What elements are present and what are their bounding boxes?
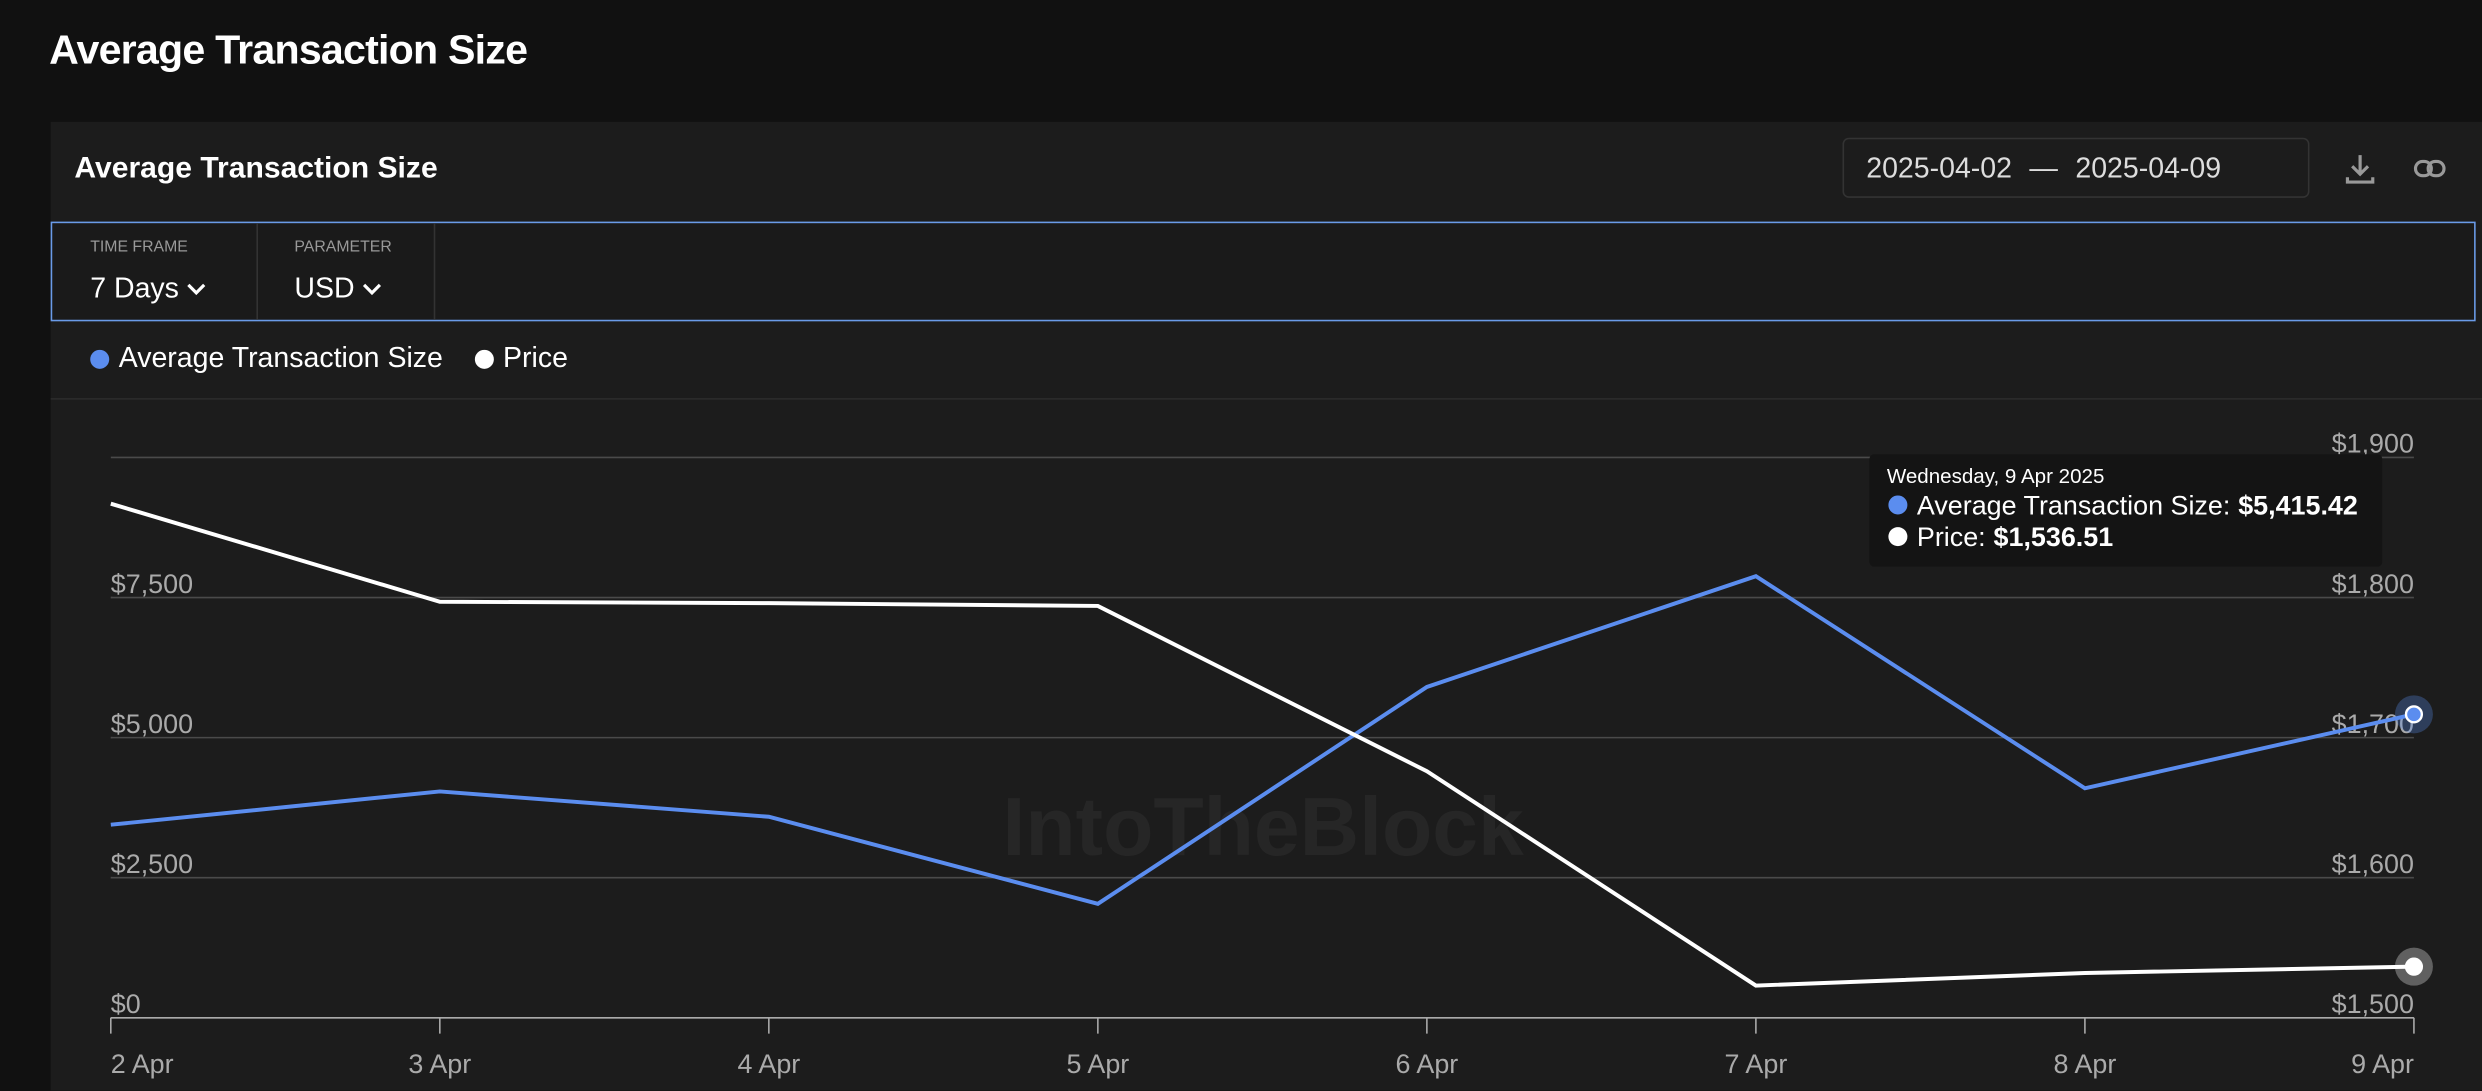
tooltip-label: Average Transaction Size: bbox=[1917, 490, 2230, 520]
tooltip-title: Wednesday, 9 Apr 2025 bbox=[1887, 465, 2105, 488]
date-separator: — bbox=[2029, 151, 2058, 184]
date-end: 2025-04-09 bbox=[2075, 151, 2222, 184]
y2-tick-label: $1,600 bbox=[2332, 849, 2414, 879]
filter-label: PARAMETER bbox=[294, 239, 392, 257]
y-tick-label: $7,500 bbox=[111, 569, 193, 599]
page-title: Average Transaction Size bbox=[49, 25, 528, 73]
legend-item[interactable]: Price bbox=[474, 341, 568, 375]
x-tick-label: 8 Apr bbox=[2054, 1049, 2117, 1079]
y2-tick-label: $1,900 bbox=[2332, 429, 2414, 459]
x-tick-label: 4 Apr bbox=[737, 1049, 800, 1079]
legend-dot bbox=[90, 349, 110, 369]
card-title: Average Transaction Size bbox=[74, 151, 438, 186]
x-tick-label: 7 Apr bbox=[1724, 1049, 1787, 1079]
x-tick-label: 9 Apr bbox=[2351, 1049, 2414, 1079]
legend: Average Transaction Size Price bbox=[90, 342, 568, 375]
filter[interactable]: TIME FRAME 7 Days bbox=[52, 223, 259, 320]
x-tick-label: 3 Apr bbox=[408, 1049, 471, 1079]
filter-value-text: 7 Days bbox=[90, 272, 179, 304]
legend-label: Price bbox=[503, 341, 568, 374]
legend-dot bbox=[474, 349, 494, 369]
hover-point bbox=[2404, 957, 2424, 976]
y-tick-label: $5,000 bbox=[111, 709, 193, 739]
legend-label: Average Transaction Size bbox=[118, 341, 443, 374]
date-range[interactable]: 2025-04-02 — 2025-04-09 bbox=[1842, 137, 2310, 198]
series-line bbox=[110, 574, 2415, 906]
tooltip-entry: Average Transaction Size: $5,415.42 bbox=[1917, 490, 2358, 520]
tooltip-box bbox=[1869, 454, 2383, 567]
filter[interactable]: PARAMETER USD bbox=[256, 223, 436, 320]
tooltip-value: $5,415.42 bbox=[2238, 490, 2358, 520]
tooltip-dot bbox=[1888, 495, 1908, 515]
hover-point bbox=[2404, 705, 2424, 724]
filter-bar: TIME FRAME 7 Days PARAMETER USD bbox=[50, 221, 2476, 322]
tooltip-value: $1,536.51 bbox=[1994, 522, 2114, 552]
y2-tick-label: $1,800 bbox=[2332, 569, 2414, 599]
chevron bbox=[187, 283, 206, 296]
x-tick-label: 5 Apr bbox=[1066, 1049, 1129, 1079]
tooltip-dot bbox=[1888, 527, 1908, 547]
filter-value: 7 Days bbox=[90, 272, 206, 305]
download-icon[interactable] bbox=[2345, 155, 2375, 184]
y-tick-label: $2,500 bbox=[111, 849, 193, 879]
icons bbox=[2345, 155, 2446, 184]
series-line bbox=[110, 501, 2414, 988]
filter-value-text: USD bbox=[294, 272, 355, 304]
x-tick-label: 6 Apr bbox=[1395, 1049, 1458, 1079]
date-start: 2025-04-02 bbox=[1866, 151, 2012, 184]
y-tick-label: $0 bbox=[111, 989, 141, 1019]
tooltip-entry: Price: $1,536.51 bbox=[1917, 522, 2113, 552]
legend-item[interactable]: Average Transaction Size bbox=[90, 342, 443, 375]
link-icon[interactable] bbox=[2413, 159, 2446, 178]
tooltip-label: Price: bbox=[1917, 522, 1986, 552]
filter-value: USD bbox=[294, 272, 382, 305]
chevron bbox=[362, 283, 382, 296]
y2-tick-label: $1,500 bbox=[2332, 989, 2414, 1019]
x-tick-label: 2 Apr bbox=[111, 1049, 174, 1079]
filter-label: TIME FRAME bbox=[90, 239, 188, 257]
